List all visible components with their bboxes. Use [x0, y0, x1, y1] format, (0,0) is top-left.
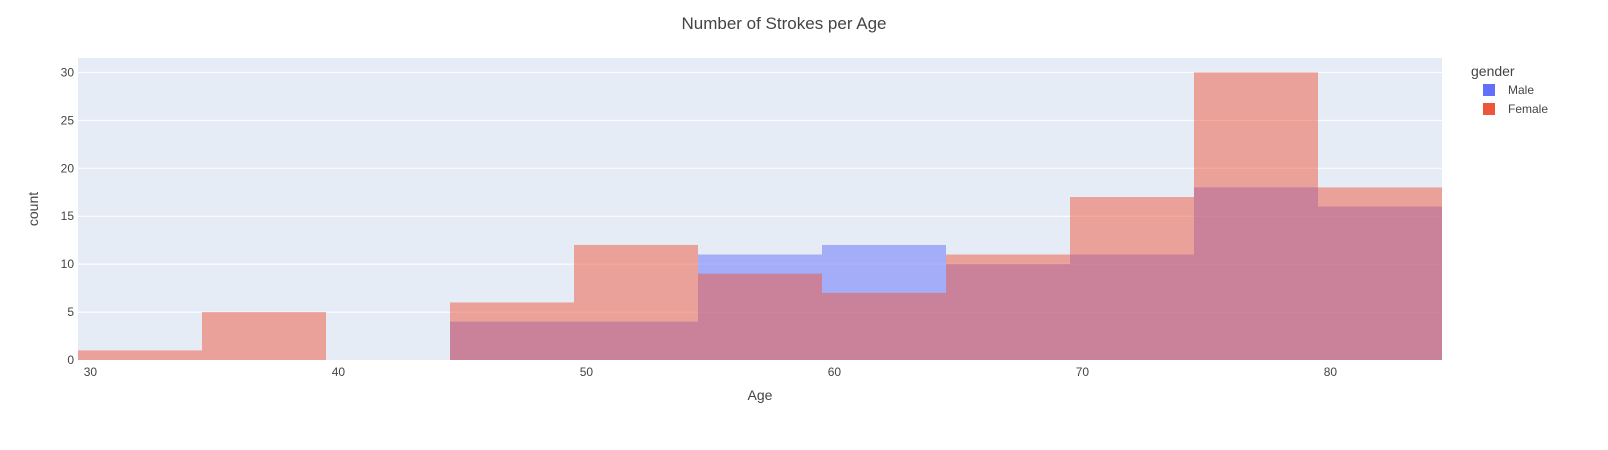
bar-female[interactable]: [698, 273, 822, 360]
legend-swatch-female: [1483, 103, 1495, 115]
y-tick-label: 5: [67, 305, 74, 319]
x-tick-label: 40: [332, 365, 346, 379]
y-tick-label: 30: [61, 65, 75, 79]
bar-female[interactable]: [1070, 197, 1194, 360]
y-axis-ticks: 0 5 10 15 20 25 30: [61, 65, 75, 367]
x-axis-title: Age: [748, 387, 773, 403]
legend-items[interactable]: Male Female: [1483, 83, 1548, 116]
y-tick-label: 25: [61, 113, 75, 127]
bar-female[interactable]: [78, 350, 202, 360]
x-axis-ticks: 30 40 50 60 70 80: [84, 365, 1338, 379]
bar-female[interactable]: [1318, 187, 1442, 360]
x-tick-label: 30: [84, 365, 98, 379]
bar-female[interactable]: [450, 302, 574, 360]
chart-title: Number of Strokes per Age: [681, 14, 886, 33]
x-tick-label: 60: [828, 365, 842, 379]
x-tick-label: 70: [1076, 365, 1090, 379]
x-tick-label: 50: [580, 365, 594, 379]
bar-female[interactable]: [1194, 72, 1318, 360]
bar-female[interactable]: [574, 244, 698, 360]
y-tick-label: 20: [61, 161, 75, 175]
legend-title: gender: [1471, 63, 1515, 79]
bar-female[interactable]: [946, 254, 1070, 360]
legend: gender Male Female: [1471, 63, 1548, 116]
y-tick-label: 15: [61, 209, 75, 223]
bar-female[interactable]: [202, 312, 326, 360]
legend-swatch-male: [1483, 84, 1495, 96]
x-tick-label: 80: [1324, 365, 1338, 379]
y-tick-label: 0: [67, 353, 74, 367]
histogram-bars[interactable]: [78, 72, 1442, 360]
bar-female[interactable]: [822, 292, 946, 360]
series-female[interactable]: [78, 72, 1442, 360]
y-tick-label: 10: [61, 257, 75, 271]
y-axis-title: count: [25, 192, 41, 226]
legend-label-female[interactable]: Female: [1508, 102, 1548, 116]
legend-label-male[interactable]: Male: [1508, 83, 1534, 97]
